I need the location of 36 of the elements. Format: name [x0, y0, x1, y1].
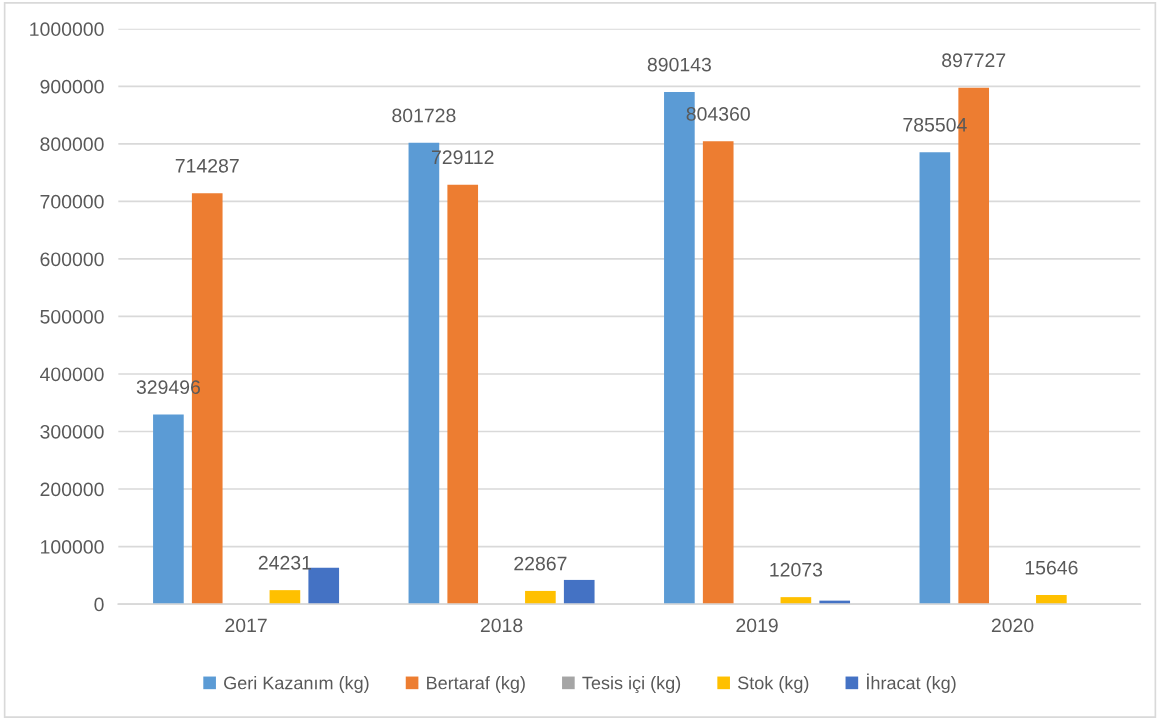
y-tick-label: 1000000	[30, 22, 104, 37]
data-label: 801728	[392, 108, 456, 123]
bar	[153, 414, 184, 605]
legend-label: Stok (kg)	[738, 676, 809, 693]
data-label: 12073	[770, 562, 823, 577]
legend-label: Bertaraf (kg)	[427, 676, 525, 693]
y-tick-label: 100000	[41, 540, 104, 554]
bar	[702, 141, 734, 605]
y-tick-label: 900000	[40, 79, 104, 94]
y-tick-label: 700000	[40, 194, 104, 209]
bar	[1036, 595, 1067, 605]
legend-label: Tesis içi (kg)	[582, 676, 681, 693]
y-tick-label: 200000	[40, 482, 104, 497]
y-tick-label: 600000	[40, 252, 104, 267]
data-label: 890143	[647, 57, 711, 72]
bar	[525, 590, 556, 605]
bar	[447, 184, 479, 605]
data-label: 897727	[942, 53, 1006, 68]
y-tick-label: 300000	[40, 424, 104, 439]
bar	[269, 590, 301, 605]
legend-label: İhracat (kg)	[867, 673, 956, 693]
y-tick-label: 400000	[40, 367, 104, 382]
x-tick-label: 2020	[991, 618, 1034, 633]
bar	[919, 152, 951, 605]
data-label: 24231	[258, 555, 311, 570]
data-label: 15646	[1025, 560, 1078, 575]
data-label: 22867	[514, 556, 567, 571]
y-tick-label: 500000	[40, 309, 104, 324]
y-tick-label: 800000	[40, 137, 104, 152]
x-tick-label: 2019	[736, 618, 778, 633]
y-tick-label: 0	[94, 597, 104, 612]
x-tick-label: 2018	[480, 618, 523, 633]
bar	[563, 579, 595, 605]
data-label: 714287	[175, 158, 239, 173]
x-tick-label: 2017	[225, 618, 267, 633]
legend-label: Geri Kazanım (kg)	[224, 676, 369, 693]
